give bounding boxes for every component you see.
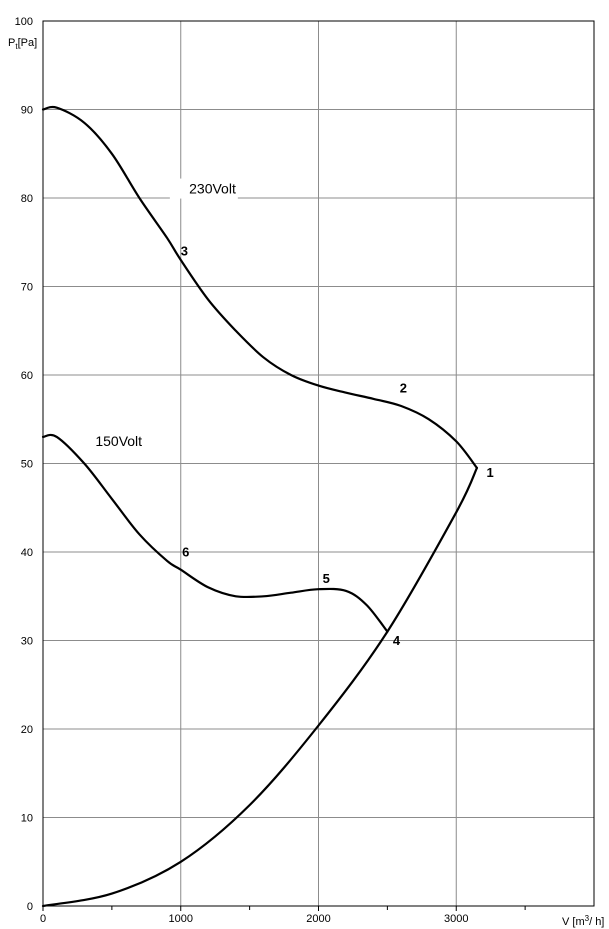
- y-tick-label: 40: [21, 547, 33, 559]
- x-tick-label: 0: [40, 913, 46, 925]
- y-tick-label: 70: [21, 282, 33, 294]
- operating-point-label: 2: [400, 381, 407, 396]
- annotations: 230Volt 150Volt 1 2 3 4 5 6: [91, 178, 494, 648]
- x-axis-label-main: V [m: [562, 916, 585, 928]
- operating-point-label: 3: [181, 244, 188, 259]
- y-axis-label-unit: [Pa]: [18, 37, 38, 49]
- y-tick-label: 60: [21, 370, 33, 382]
- curve-150volt: [41, 433, 389, 633]
- plot-frame: [42, 20, 595, 907]
- operating-point-label: 5: [323, 571, 330, 586]
- operating-point-label: 1: [487, 465, 494, 480]
- series-label: 230Volt: [189, 181, 236, 197]
- operating-point-label: 4: [393, 633, 401, 648]
- y-axis-label: Pt[Pa]: [8, 37, 37, 51]
- y-tick-label: 20: [21, 724, 33, 736]
- y-axis-label-sub: t: [15, 42, 18, 51]
- y-tick-label: 10: [21, 813, 33, 825]
- x-axis-label-sup: 3: [585, 914, 590, 923]
- series-label-background: [169, 178, 238, 199]
- x-tick-label: 2000: [306, 913, 330, 925]
- curve-230volt: [41, 105, 478, 469]
- grid: [42, 20, 595, 911]
- x-tick-label: 3000: [444, 913, 468, 925]
- series-label: 150Volt: [95, 433, 142, 449]
- y-tick-label: 0: [27, 901, 33, 913]
- curves: [41, 105, 478, 908]
- x-tick-label: 1000: [169, 913, 193, 925]
- system-curve: [41, 466, 478, 908]
- x-axis-label-unit: / h]: [589, 916, 604, 928]
- series-label-background: [91, 430, 160, 451]
- y-tick-label: 30: [21, 636, 33, 648]
- y-tick-label: 90: [21, 105, 33, 117]
- y-axis-label-main: P: [8, 37, 15, 49]
- operating-point-label: 6: [182, 544, 189, 559]
- x-axis-label: V [m3/ h]: [562, 914, 604, 928]
- y-tick-label: 50: [21, 459, 33, 471]
- y-tick-label: 100: [15, 16, 33, 28]
- y-tick-label: 80: [21, 193, 33, 205]
